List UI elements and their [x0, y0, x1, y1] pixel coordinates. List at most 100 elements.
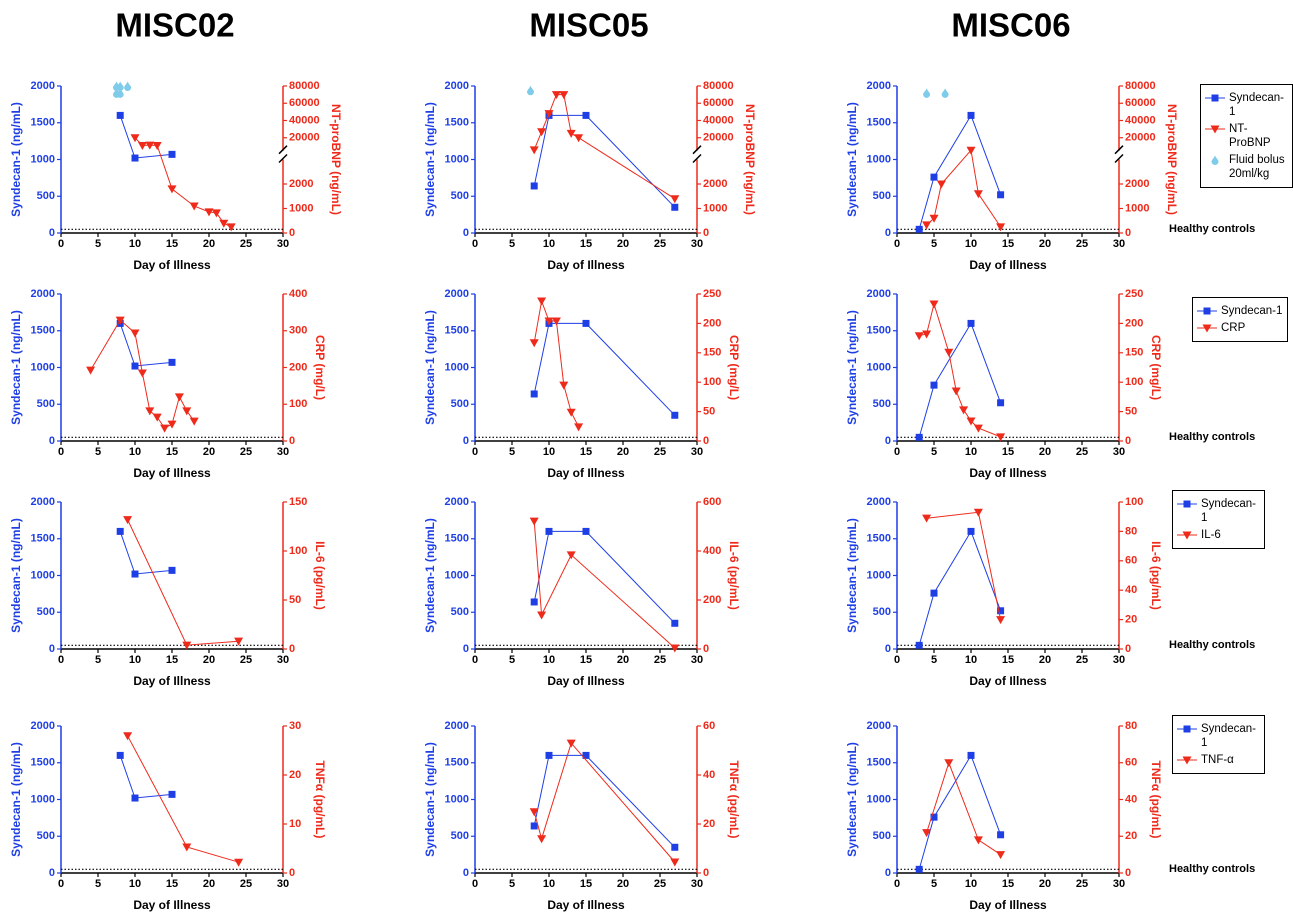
y-tick-label: 500 — [451, 190, 469, 202]
data-point — [189, 202, 199, 211]
y2-tick-label: 100 — [289, 398, 307, 410]
y2-tick-label: 200 — [703, 317, 721, 329]
data-point — [582, 527, 590, 535]
y2-tick-label: 0 — [703, 435, 709, 447]
data-point — [123, 732, 133, 741]
data-point — [182, 843, 192, 852]
data-point — [116, 527, 124, 535]
x-tick-label: 10 — [965, 654, 977, 666]
y2-axis-label: TNFα (pg/mL) — [727, 760, 741, 838]
y2-tick-label: 60 — [1125, 757, 1137, 769]
y2-axis-label: IL-6 (pg/mL) — [1149, 541, 1163, 610]
reference-label: Healthy controls — [1169, 639, 1255, 651]
data-point — [973, 836, 983, 845]
series-line — [134, 137, 232, 228]
y2-tick-label: 60000 — [1125, 97, 1156, 109]
x-tick-label: 30 — [277, 878, 289, 890]
x-tick-label: 10 — [965, 446, 977, 458]
data-point — [915, 865, 923, 873]
x-axis-label: Day of Illness — [133, 674, 211, 688]
series-line — [533, 114, 676, 208]
legend: Syndecan-1 CRP — [1192, 297, 1288, 342]
data-point — [929, 214, 939, 223]
x-tick-label: 5 — [931, 654, 937, 666]
x-tick-label: 10 — [543, 446, 555, 458]
y-tick-label: 500 — [873, 830, 891, 842]
y-tick-label: 0 — [49, 867, 55, 879]
x-tick-label: 5 — [95, 446, 101, 458]
data-point — [915, 641, 923, 649]
data-point — [967, 527, 975, 535]
y2-tick-label: 10 — [289, 818, 301, 830]
y2-tick-label: 50 — [703, 406, 715, 418]
y-tick-label: 1500 — [31, 757, 55, 769]
x-tick-label: 10 — [543, 238, 555, 250]
x-tick-label: 5 — [509, 654, 515, 666]
y2-tick-label: 150 — [289, 496, 307, 508]
y2-tick-label: 300 — [289, 325, 307, 337]
legend-marker — [1182, 756, 1192, 765]
y-tick-label: 500 — [873, 190, 891, 202]
y-tick-label: 2000 — [445, 288, 469, 300]
y-tick-label: 500 — [873, 606, 891, 618]
x-tick-label: 25 — [240, 654, 252, 666]
data-point — [226, 223, 236, 232]
series-line — [918, 754, 1002, 870]
legend-label: NT-ProBNP — [1229, 123, 1271, 149]
y2-axis-label: NT-proBNP (ng/mL) — [329, 104, 343, 215]
data-point — [973, 424, 983, 433]
y2-tick-label: 1000 — [703, 202, 727, 214]
data-point — [670, 644, 680, 653]
legend: Syndecan-1 IL-6 — [1172, 490, 1265, 549]
data-point — [671, 411, 679, 419]
legend-entry: IL-6 — [1177, 528, 1260, 542]
y-tick-label: 0 — [49, 227, 55, 239]
data-point — [168, 358, 176, 366]
y2-tick-label: 40 — [703, 769, 715, 781]
data-point — [944, 759, 954, 768]
x-tick-label: 5 — [95, 654, 101, 666]
y-tick-label: 1000 — [867, 153, 891, 165]
x-tick-label: 20 — [203, 446, 215, 458]
data-point — [582, 751, 590, 759]
data-point — [530, 390, 538, 398]
y2-tick-label: 20000 — [703, 132, 734, 144]
data-point — [671, 843, 679, 851]
y2-tick-label: 0 — [703, 867, 709, 879]
data-point — [152, 142, 162, 151]
x-tick-label: 0 — [472, 878, 478, 890]
x-tick-label: 5 — [931, 446, 937, 458]
y-tick-label: 0 — [885, 227, 891, 239]
y-tick-label: 500 — [37, 606, 55, 618]
y-tick-label: 500 — [873, 398, 891, 410]
data-point — [551, 91, 561, 100]
x-tick-label: 30 — [691, 446, 703, 458]
y-tick-label: 2000 — [867, 80, 891, 92]
y-tick-label: 1000 — [867, 361, 891, 373]
data-point — [914, 332, 924, 341]
y-axis-label: Syndecan-1 (ng/mL) — [845, 518, 859, 633]
y-tick-label: 1000 — [31, 793, 55, 805]
y2-tick-label: 80000 — [289, 80, 320, 92]
y-tick-label: 500 — [451, 606, 469, 618]
data-point — [967, 751, 975, 759]
x-tick-label: 5 — [931, 878, 937, 890]
x-axis-label: Day of Illness — [133, 466, 211, 480]
x-tick-label: 0 — [894, 446, 900, 458]
data-point — [145, 407, 155, 416]
x-tick-label: 15 — [166, 446, 178, 458]
data-point — [566, 551, 576, 560]
x-tick-label: 25 — [1076, 238, 1088, 250]
legend-marker — [1210, 125, 1220, 134]
y-axis-label: Syndecan-1 (ng/mL) — [845, 742, 859, 857]
y-tick-label: 2000 — [31, 720, 55, 732]
data-point — [930, 813, 938, 821]
x-tick-label: 5 — [931, 238, 937, 250]
x-axis-label: Day of Illness — [969, 898, 1047, 912]
x-tick-label: 30 — [691, 878, 703, 890]
legend-marker — [1183, 500, 1191, 508]
x-tick-label: 15 — [580, 654, 592, 666]
data-point — [582, 111, 590, 119]
x-tick-label: 10 — [129, 238, 141, 250]
x-axis-label: Day of Illness — [547, 898, 625, 912]
